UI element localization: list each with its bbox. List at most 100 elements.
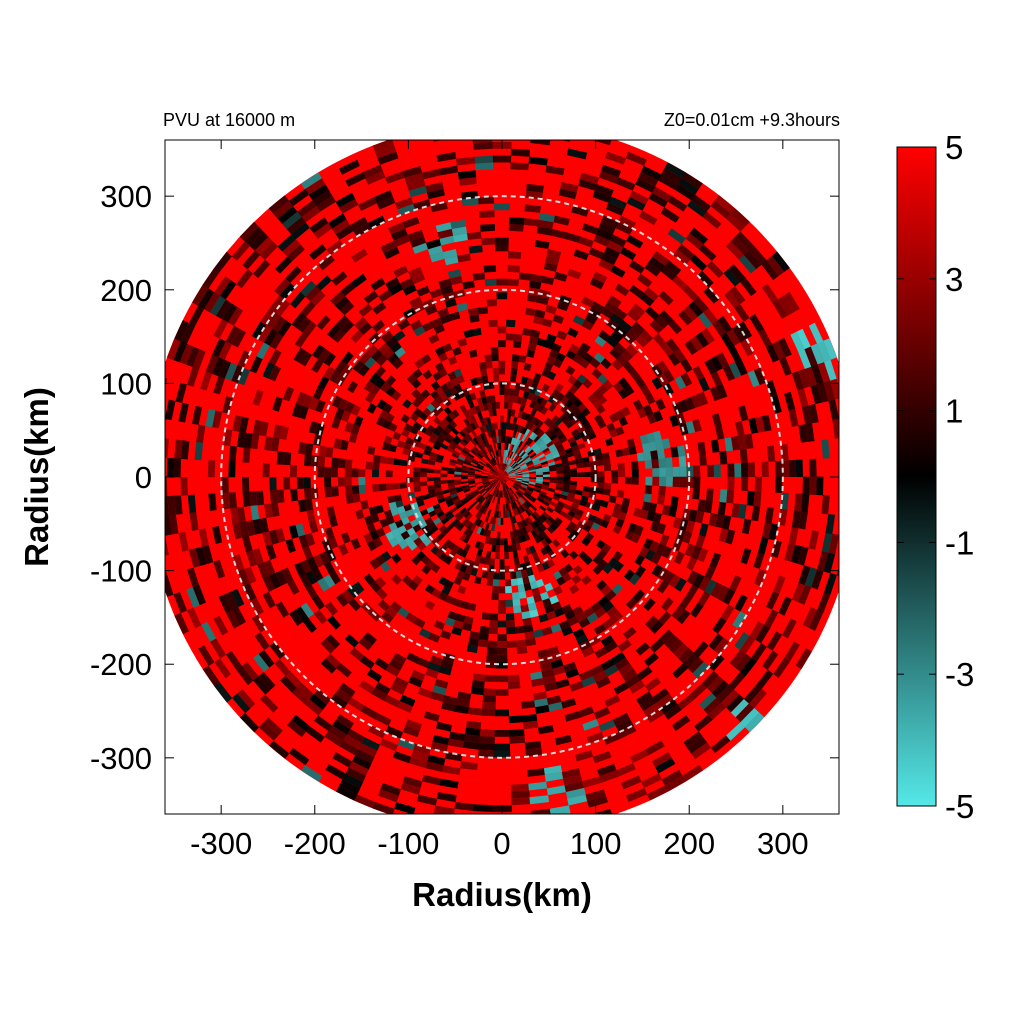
field-cell [746,490,755,506]
field-cell [320,638,336,654]
field-cell [579,500,588,507]
field-cell [329,571,341,585]
field-cell [740,277,757,297]
field-cell [432,428,442,437]
field-cell [502,474,509,477]
field-cell [513,501,518,509]
field-cell [476,466,484,471]
field-cell [351,424,361,435]
field-cell [553,456,562,462]
field-cell [334,296,350,311]
field-cell [665,457,673,468]
field-cell [735,420,745,437]
field-cell [517,490,524,496]
field-cell [533,316,544,325]
field-cell [475,453,482,460]
field-cell [338,543,349,556]
field-cell [393,330,406,342]
field-cell [479,489,487,495]
field-cell [436,792,457,803]
field-cell [581,676,596,688]
field-cell [467,400,475,409]
field-cell [314,715,333,732]
field-cell [496,490,500,498]
field-cell [701,328,715,344]
field-cell [409,412,419,422]
field-cell [372,140,395,152]
field-cell [474,576,482,585]
field-cell [486,299,498,307]
field-cell [383,694,400,708]
field-cell [611,583,624,595]
field-cell [209,295,226,316]
field-cell [631,303,646,317]
field-cell [420,509,429,517]
field-cell [449,311,461,321]
field-cell [503,483,506,491]
field-cell [331,219,351,235]
field-cell [761,260,779,280]
field-cell [430,741,448,752]
field-cell [258,722,279,741]
field-cell [505,613,515,621]
field-cell [582,490,590,498]
field-cell [481,472,489,475]
field-cell [503,449,506,457]
field-cell [765,343,780,363]
field-cell [488,626,498,635]
x-tick-label: -100 [377,826,439,861]
field-cell [602,563,614,575]
field-cell [513,557,520,565]
field-cell [636,273,653,288]
field-cell [482,701,496,710]
field-cell [232,522,243,540]
field-cell [418,442,427,450]
field-cell [790,331,805,352]
field-cell [571,428,580,437]
field-cell [658,485,666,496]
field-cell [460,549,468,558]
field-cell [180,477,188,496]
field-cell [473,491,480,498]
field-cell [683,731,703,749]
field-cell [400,414,410,424]
field-cell [782,460,790,477]
field-cell [426,506,435,514]
field-cell [548,443,556,451]
field-cell [256,490,265,506]
field-cell [554,607,565,618]
field-cell [361,737,381,751]
field-cell [440,473,448,478]
field-cell [764,609,779,629]
field-cell [332,719,351,735]
field-cell [411,669,426,682]
field-cell [593,498,602,506]
field-cell [316,315,331,330]
field-cell [570,468,578,474]
field-cell [246,550,258,567]
field-cell [504,381,511,389]
field-cell [665,476,673,487]
field-cell [260,308,276,326]
field-cell [520,604,530,613]
field-cell [600,519,610,529]
field-cell [459,600,470,610]
field-cell [504,449,508,457]
field-cell [613,561,624,573]
field-cell [699,453,707,466]
field-cell [463,527,471,536]
field-cell [318,445,327,457]
field-cell [573,513,582,521]
field-cell [758,537,769,555]
field-cell [308,520,319,534]
field-cell [463,435,471,443]
field-cell [431,537,441,546]
field-cell [213,615,229,636]
field-cell [493,489,498,497]
field-cell [643,451,652,461]
field-cell [821,495,830,515]
field-cell [609,347,622,360]
field-cell [540,432,548,440]
field-cell [474,155,493,164]
field-cell [474,540,481,549]
